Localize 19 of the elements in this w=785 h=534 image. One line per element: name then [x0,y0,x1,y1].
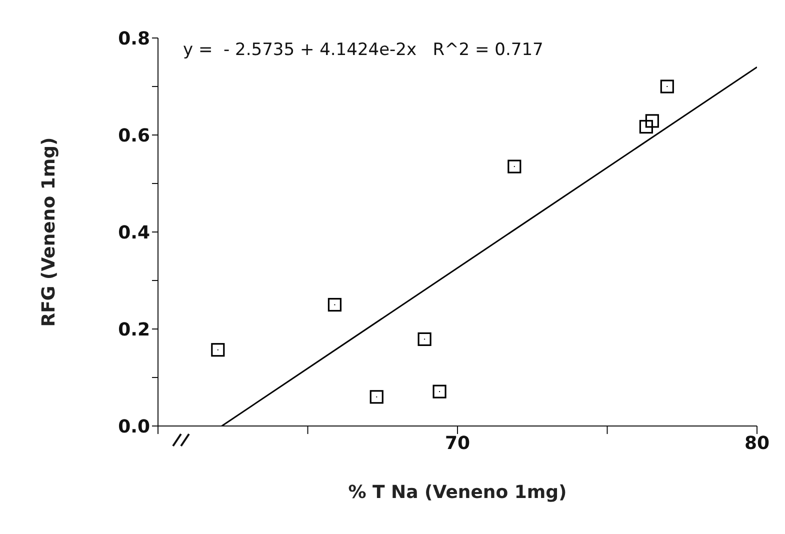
point [418,332,432,346]
point [639,120,653,134]
x-tick-label: 70 [444,432,470,454]
y-tick-label: 0.4 [118,222,150,244]
y-tick-label: 0.6 [118,125,150,146]
annotation: y = - 2.5735 + 4.1424e-2x R^2 = 0.717 [183,40,544,60]
x-tick-label: 80 [744,432,770,454]
point [370,390,384,404]
y-tick-label: 0.8 [118,28,150,50]
x-axis-title: % T Na (Veneno 1mg) [348,482,567,503]
point [211,343,225,357]
point [508,160,522,174]
point [328,298,342,312]
y-tick-label: 0.2 [118,319,150,340]
point [432,384,446,398]
y-tick-label: 0.0 [118,416,150,438]
y-axis-title: RFG (Veneno 1mg) [38,137,60,327]
point [660,80,674,94]
point [645,114,659,128]
